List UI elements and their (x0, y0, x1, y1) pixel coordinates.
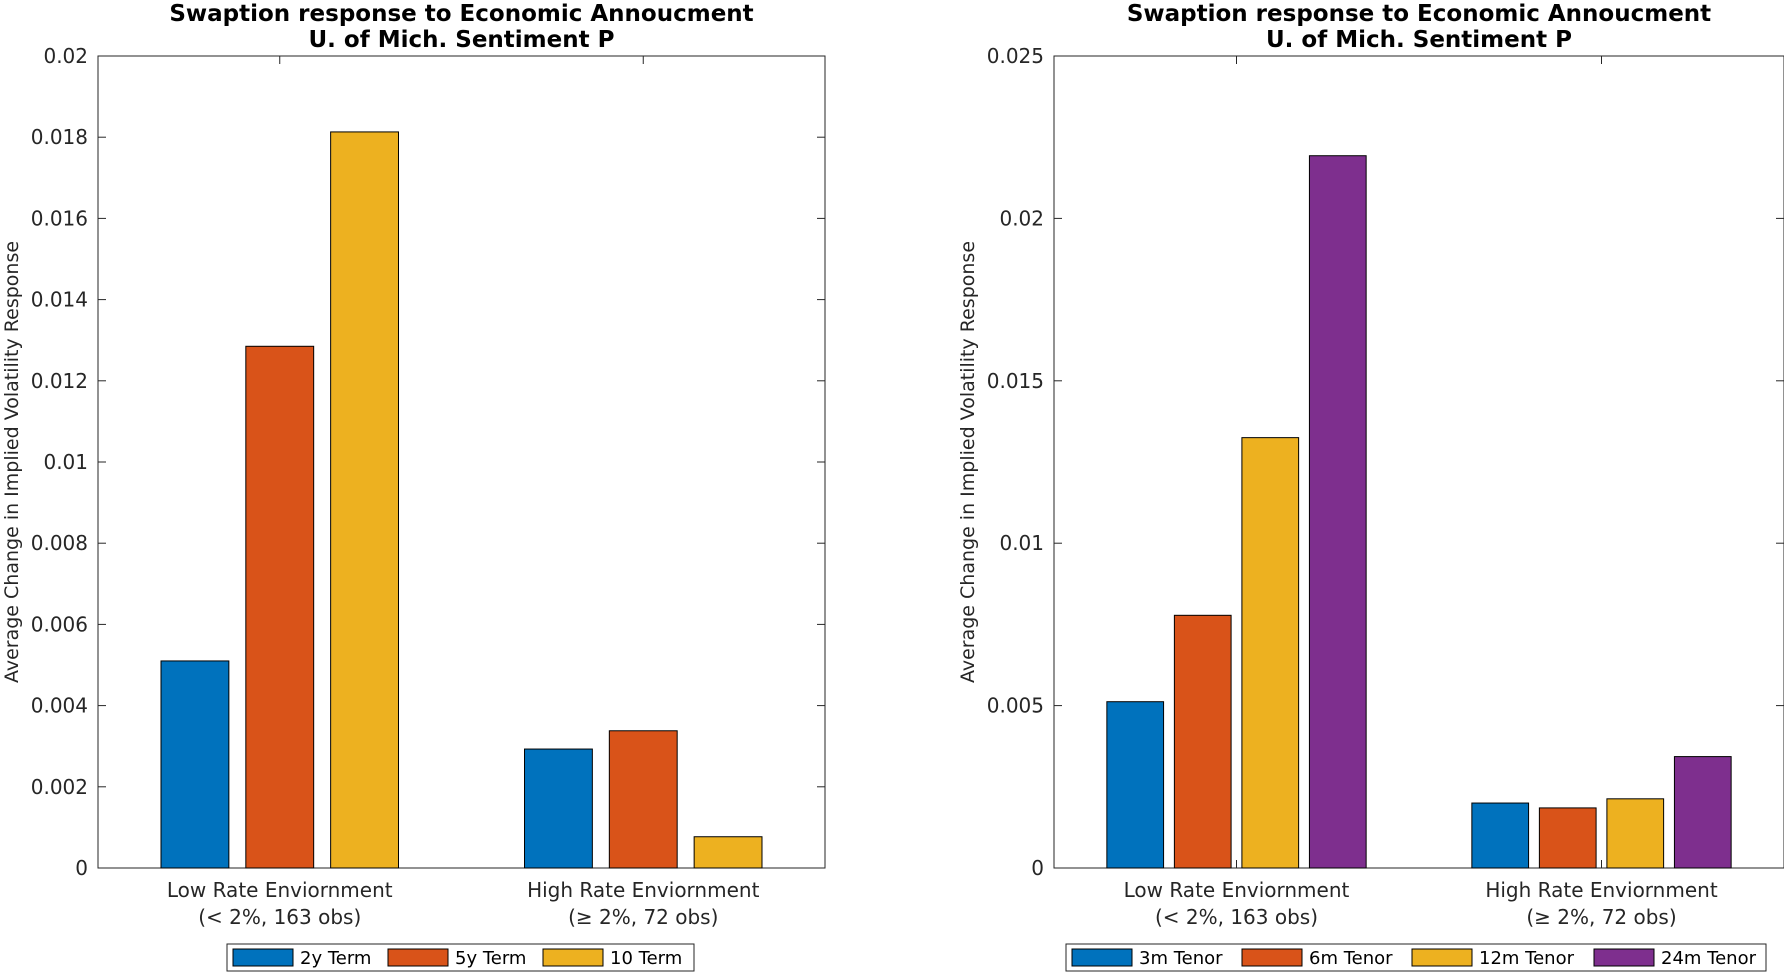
chart-subtitle: U. of Mich. Sentiment P (309, 27, 615, 53)
category-sublabel: (≥ 2%, 72 obs) (1526, 905, 1676, 929)
y-tick-label: 0.02 (999, 206, 1044, 230)
y-tick-label: 0.004 (31, 694, 88, 718)
bar-2y-term (524, 748, 593, 869)
bar-5y-term (608, 730, 678, 869)
chart-title: Swaption response to Economic Annoucment (1127, 1, 1711, 27)
legend-label: 2y Term (300, 948, 371, 969)
y-tick-label: 0.018 (31, 125, 88, 149)
category-label: High Rate Enviornment (527, 878, 759, 902)
legend-swatch (1593, 948, 1655, 967)
bar-24m-tenor (1308, 155, 1367, 869)
bar-12m-tenor (1241, 437, 1300, 869)
y-tick-label: 0.005 (987, 694, 1044, 718)
y-tick-label: 0.016 (31, 206, 88, 230)
legend-label: 6m Tenor (1309, 948, 1393, 969)
legend-item: 2y Term (232, 948, 371, 969)
chart-left: 0 0.002 0.004 0.006 0.008 0.01 0.012 0.014 0.016… (1, 1, 826, 972)
category-label: Low Rate Enviornment (1124, 878, 1350, 902)
bar-5y-term (245, 345, 315, 869)
bar-6m-tenor (1538, 807, 1597, 869)
bar-10-term (330, 131, 399, 869)
bar-2y-term (160, 660, 230, 869)
legend-item: 5y Term (387, 948, 526, 969)
y-tick-label: 0.012 (31, 369, 88, 393)
chart-right: 0 0.005 0.01 0.015 0.02 0.025 Low Rate Enviorn… (957, 1, 1784, 972)
legend-item: 6m Tenor (1241, 948, 1393, 969)
legend-label: 3m Tenor (1139, 948, 1223, 969)
bar-24m-tenor (1673, 756, 1732, 869)
bar-3m-tenor (1471, 802, 1530, 869)
legend-swatch (1071, 948, 1133, 967)
y-tick-label: 0.006 (31, 612, 88, 636)
legend-label: 12m Tenor (1479, 948, 1575, 969)
legend-swatch (1241, 948, 1303, 967)
legend-swatch (232, 948, 294, 967)
legend-label: 10 Term (610, 948, 682, 969)
y-tick-label: 0.01 (999, 531, 1044, 555)
legend-swatch (542, 948, 604, 967)
y-axis-label: Average Change in Implied Volatility Res… (1, 241, 23, 683)
legend-swatch (1411, 948, 1473, 967)
y-tick-label: 0.002 (31, 775, 88, 799)
legend-item: 24m Tenor (1593, 948, 1757, 969)
y-tick-label: 0.008 (31, 531, 88, 555)
bar-3m-tenor (1106, 701, 1165, 869)
y-tick-label: 0.014 (31, 288, 88, 312)
y-tick-label: 0.01 (43, 450, 88, 474)
legend-swatch (387, 948, 449, 967)
legend-item: 12m Tenor (1411, 948, 1575, 969)
y-tick-label: 0.025 (987, 44, 1044, 68)
legend-label: 5y Term (455, 948, 526, 969)
y-tick-label: 0.015 (987, 369, 1044, 393)
y-tick-label: 0.02 (43, 44, 88, 68)
chart-title: Swaption response to Economic Annoucment (169, 1, 753, 27)
category-label: Low Rate Enviornment (167, 878, 393, 902)
category-sublabel: (< 2%, 163 obs) (1155, 905, 1318, 929)
legend-label: 24m Tenor (1661, 948, 1757, 969)
y-tick-label: 0 (75, 856, 88, 880)
category-sublabel: (≥ 2%, 72 obs) (568, 905, 718, 929)
legend (226, 943, 695, 972)
y-tick-label: 0 (1031, 856, 1044, 880)
legend-item: 10 Term (542, 948, 682, 969)
category-sublabel: (< 2%, 163 obs) (198, 905, 361, 929)
bar-6m-tenor (1173, 614, 1232, 869)
y-axis-label: Average Change in Implied Volatility Res… (957, 241, 979, 683)
category-label: High Rate Enviornment (1485, 878, 1717, 902)
legend-item: 3m Tenor (1071, 948, 1223, 969)
chart-subtitle: U. of Mich. Sentiment P (1266, 27, 1572, 53)
bar-10-term (693, 836, 763, 869)
bar-12m-tenor (1606, 798, 1665, 869)
